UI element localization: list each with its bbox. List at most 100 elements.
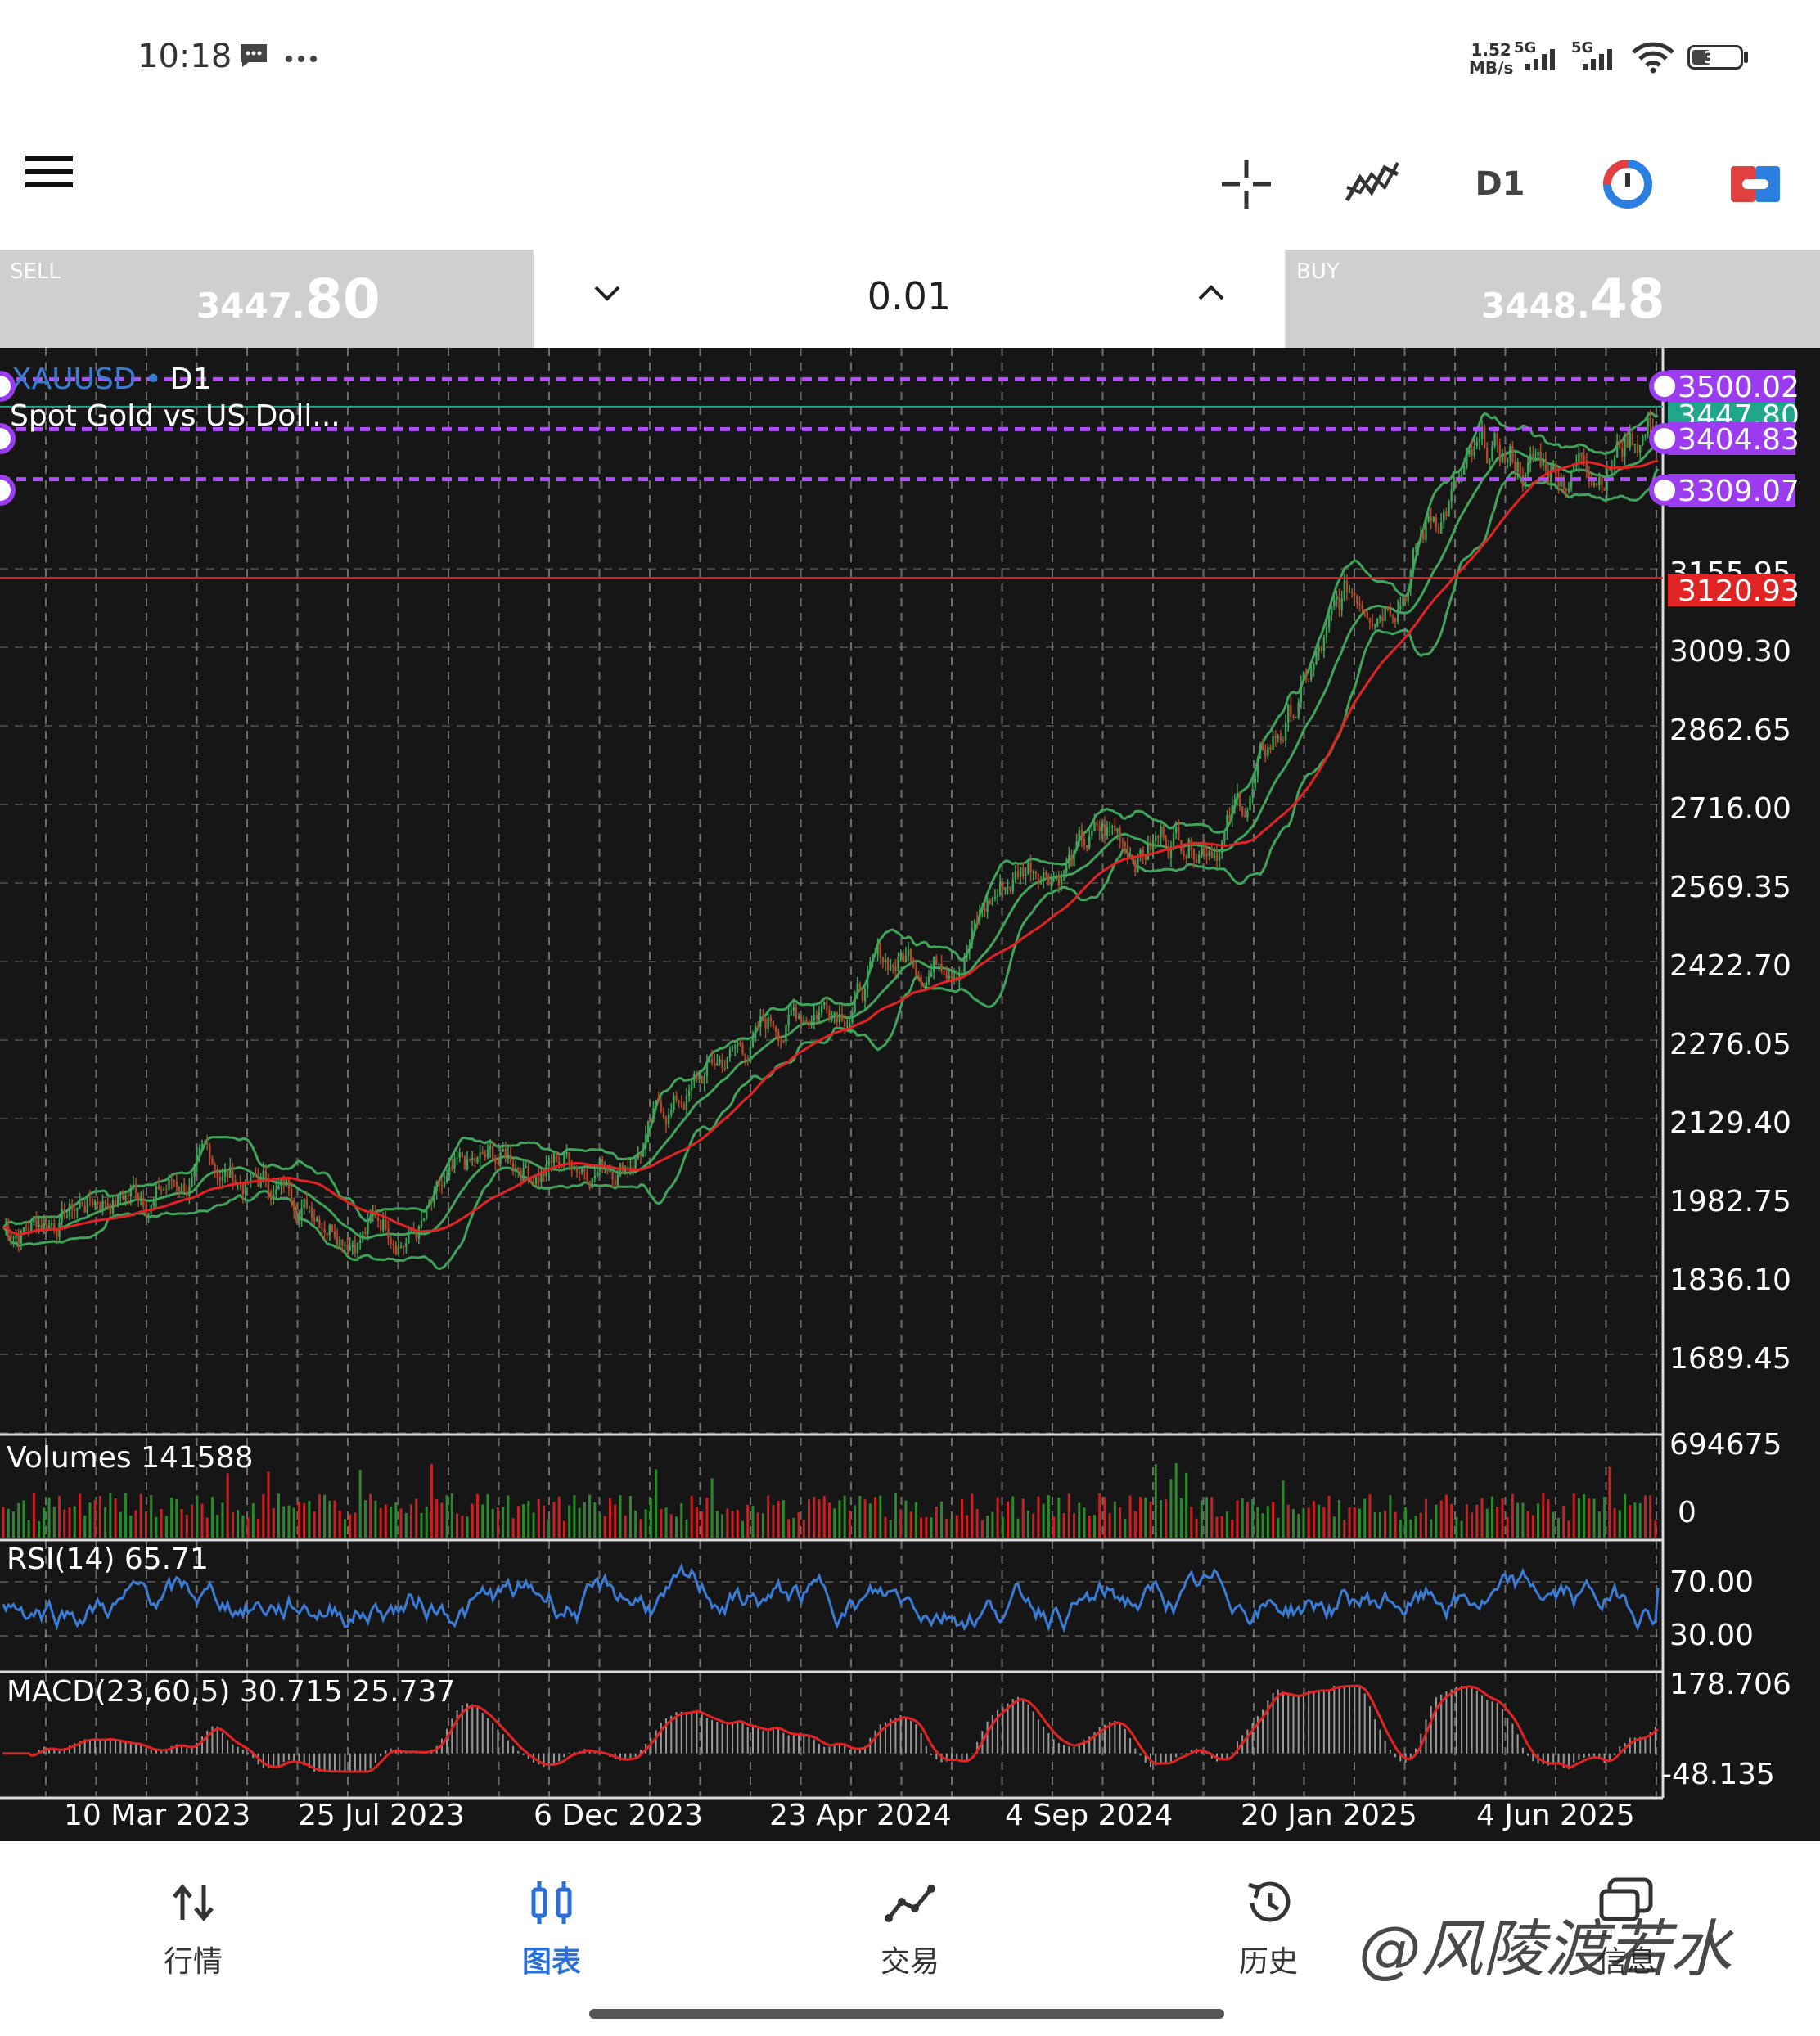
level-label-bg xyxy=(1668,474,1795,507)
macd-histogram-bar xyxy=(976,1741,979,1754)
volume-bar xyxy=(210,1497,214,1538)
candle-body xyxy=(196,1155,198,1165)
candle-body xyxy=(385,1219,387,1230)
chevron-up-icon[interactable] xyxy=(1195,276,1228,317)
macd-histogram-bar xyxy=(88,1739,91,1754)
candle-body xyxy=(124,1195,127,1200)
candle-body xyxy=(1192,849,1196,860)
buy-button[interactable]: BUY 3448.48 xyxy=(1286,250,1820,348)
level-handle[interactable] xyxy=(0,371,16,402)
candle-body xyxy=(466,1159,469,1170)
sync-icon[interactable] xyxy=(1583,139,1673,229)
candle-body xyxy=(1070,854,1073,867)
candle-body xyxy=(497,1162,499,1164)
candle-body xyxy=(1363,609,1366,613)
price-chart[interactable]: XAUUSD • D1 Spot Gold vs US Doll... Volume… xyxy=(0,348,1820,1841)
candle-body xyxy=(820,1005,823,1013)
candle-body xyxy=(155,1186,158,1200)
horizontal-levels[interactable] xyxy=(0,376,1665,579)
macd-histogram-bar xyxy=(1292,1696,1295,1754)
candle-body xyxy=(721,1059,723,1069)
macd-histogram-bar xyxy=(1155,1753,1157,1766)
candle-body xyxy=(280,1178,282,1187)
candle-body xyxy=(935,957,938,965)
volume-bar xyxy=(1353,1507,1356,1538)
candle-body xyxy=(1397,608,1399,622)
level-label[interactable]: 3500.02 xyxy=(1678,371,1800,404)
nav-chart[interactable]: 图表 xyxy=(429,1874,674,1997)
candle-body xyxy=(1004,887,1007,891)
volume-bar xyxy=(858,1495,862,1538)
lot-size-field[interactable]: 0.01 xyxy=(534,250,1285,348)
candle-body xyxy=(45,1223,48,1230)
macd-histogram-bar xyxy=(109,1738,111,1754)
message-icon xyxy=(239,43,268,76)
candle-body xyxy=(1034,872,1038,874)
level-handle[interactable] xyxy=(0,475,16,506)
candle-body xyxy=(785,1025,787,1043)
level-handle[interactable] xyxy=(1649,423,1680,454)
candle-body xyxy=(1412,548,1415,570)
volume-bar xyxy=(705,1498,709,1538)
candle-body xyxy=(1121,841,1124,843)
candle-body xyxy=(1560,479,1562,487)
candle-body xyxy=(884,958,887,963)
symbol-label[interactable]: XAUUSD • D1 xyxy=(11,363,211,396)
volume-bar xyxy=(22,1500,25,1538)
nav-trade[interactable]: 交易 xyxy=(787,1874,1033,1997)
candle-body xyxy=(647,1120,650,1135)
macd-histogram-bar xyxy=(1552,1753,1555,1763)
wifi-icon xyxy=(1632,41,1674,77)
volume-bar xyxy=(1649,1495,1652,1538)
candle-body xyxy=(927,976,930,983)
price-tick: 1689.45 xyxy=(1669,1342,1791,1376)
home-indicator[interactable] xyxy=(589,2009,1224,2019)
candle-body xyxy=(746,1061,749,1062)
macd-histogram-bar xyxy=(104,1740,106,1754)
crosshair-icon[interactable] xyxy=(1201,139,1291,229)
level-handle[interactable] xyxy=(1649,371,1680,402)
chart-canvas[interactable]: XAUUSD • D1 Spot Gold vs US Doll... Volume… xyxy=(0,348,1820,1841)
volume-bar xyxy=(1501,1498,1504,1538)
macd-histogram-bar xyxy=(588,1750,591,1754)
volume-bar xyxy=(363,1500,367,1538)
candle-body xyxy=(346,1244,349,1250)
level-label[interactable]: 3309.07 xyxy=(1678,475,1800,508)
volume-bar xyxy=(1291,1508,1295,1538)
candle-body xyxy=(275,1189,277,1195)
candle-body xyxy=(1425,521,1427,540)
menu-icon[interactable] xyxy=(16,139,82,205)
candle-body xyxy=(101,1201,104,1211)
nav-messages[interactable]: 信息 xyxy=(1504,1874,1750,1997)
lot-size-value[interactable]: 0.01 xyxy=(867,274,952,318)
candle-body xyxy=(1302,672,1305,684)
timeframe-button[interactable]: D1 xyxy=(1475,165,1525,203)
indicators-icon[interactable] xyxy=(1327,139,1417,229)
candles xyxy=(4,409,1660,1262)
candle-body xyxy=(1313,664,1315,670)
level-handle[interactable] xyxy=(0,423,16,454)
macd-histogram-bar xyxy=(1399,1753,1402,1762)
alert-label[interactable]: 3120.93 xyxy=(1678,574,1800,608)
chevron-down-icon[interactable] xyxy=(591,276,624,317)
macd-histogram-bar xyxy=(155,1750,157,1754)
level-handle[interactable] xyxy=(1649,475,1680,506)
candle-body xyxy=(1409,570,1412,589)
macd-histogram-bar xyxy=(665,1718,668,1754)
nav-history[interactable]: 历史 xyxy=(1146,1874,1391,1997)
sell-button[interactable]: SELL 3447.80 xyxy=(0,250,532,348)
candle-body xyxy=(1165,837,1167,847)
status-bar: 10:18 1.52 MB/s 5G 5G 39 xyxy=(0,0,1820,123)
macd-histogram-bar xyxy=(1521,1747,1524,1754)
candle-body xyxy=(214,1164,216,1170)
volume-bar xyxy=(889,1520,892,1538)
candle-body xyxy=(354,1245,357,1254)
candle-body xyxy=(543,1173,545,1177)
volume-bar xyxy=(191,1504,194,1538)
volume-bar xyxy=(150,1494,153,1538)
volume-bar xyxy=(1368,1494,1372,1538)
nav-quotes[interactable]: 行情 xyxy=(70,1874,316,1997)
trade-toggle-icon[interactable] xyxy=(1710,139,1800,229)
level-label[interactable]: 3404.83 xyxy=(1678,423,1800,457)
candle-body xyxy=(313,1217,316,1222)
